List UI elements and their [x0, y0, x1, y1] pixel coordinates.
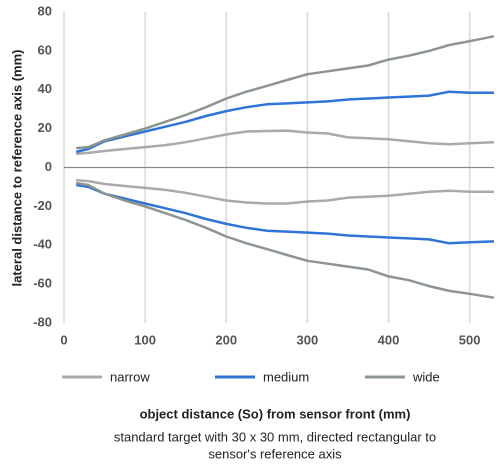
x-tick-label: 0	[60, 332, 67, 347]
series-line	[76, 35, 495, 150]
y-tick-label: 0	[45, 159, 52, 174]
x-tick-label: 300	[297, 332, 319, 347]
legend-label: wide	[412, 369, 440, 384]
y-tick-label: 20	[38, 120, 52, 135]
series-line	[75, 90, 494, 154]
series-line	[76, 178, 494, 205]
y-tick-label: 40	[38, 81, 52, 96]
series-line	[76, 183, 495, 245]
series-line	[75, 181, 495, 299]
x-tick-label: 100	[134, 332, 156, 347]
y-tick-label: -40	[33, 237, 52, 252]
x-tick-label: 400	[378, 332, 400, 347]
y-axis-label: lateral distance to reference axis (mm)	[9, 50, 24, 287]
legend-label: narrow	[110, 369, 150, 384]
series-line	[76, 129, 495, 156]
subtitle: standard target with 30 x 30 mm, directe…	[114, 429, 436, 444]
subtitle: sensor's reference axis	[208, 446, 342, 461]
x-tick-label: 200	[215, 332, 237, 347]
x-axis-label: object distance (So) from sensor front (…	[140, 406, 411, 421]
y-tick-label: -20	[33, 198, 52, 213]
y-tick-label: 80	[38, 3, 52, 18]
y-tick-label: -80	[33, 314, 52, 329]
y-tick-label: 60	[38, 42, 52, 57]
x-tick-label: 500	[459, 332, 481, 347]
legend-label: medium	[263, 369, 309, 384]
y-tick-label: -60	[33, 276, 52, 291]
